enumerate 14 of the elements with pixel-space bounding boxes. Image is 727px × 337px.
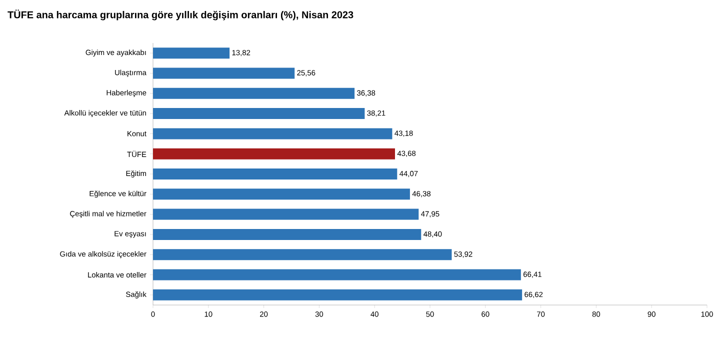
bar bbox=[153, 168, 398, 180]
bar bbox=[153, 269, 521, 280]
bar bbox=[153, 88, 355, 99]
bar bbox=[153, 188, 410, 200]
bar bbox=[153, 108, 365, 120]
bar bbox=[153, 208, 419, 220]
bar bbox=[153, 289, 522, 300]
bar bbox=[153, 249, 452, 260]
bar bbox=[153, 68, 295, 79]
bar bbox=[153, 128, 392, 140]
bar bbox=[153, 48, 230, 59]
bar bbox=[153, 228, 422, 240]
chart-title: TÜFE ana harcama gruplarına göre yıllık değişim oranları (%), Nisan 2023 bbox=[8, 10, 354, 20]
bar bbox=[153, 148, 395, 160]
